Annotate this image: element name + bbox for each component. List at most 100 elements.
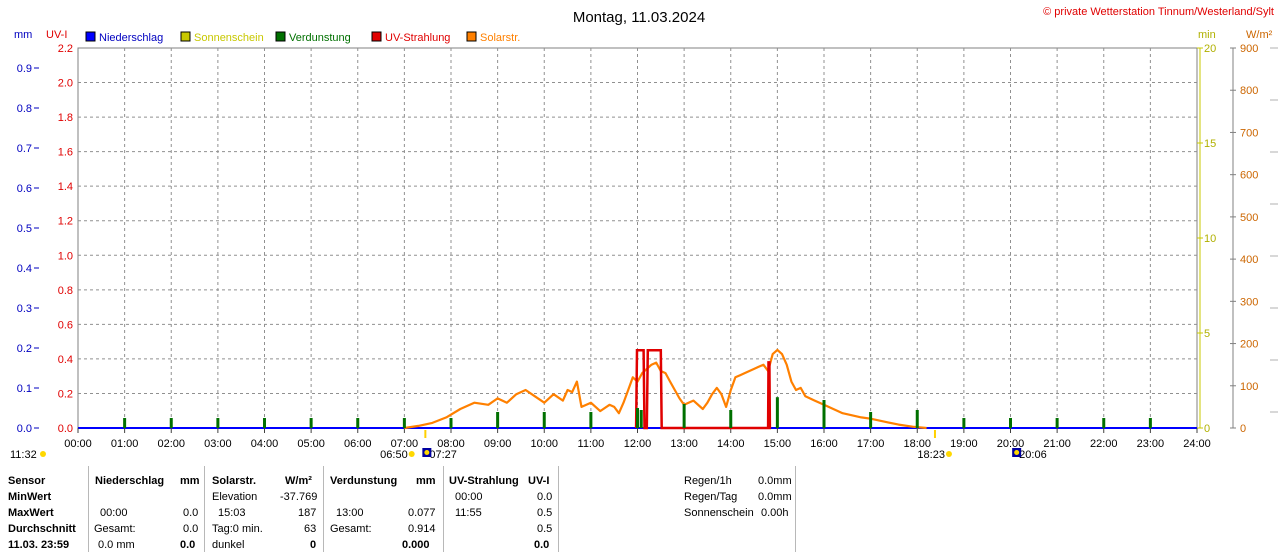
tick-wm2-8: 800 [1240, 85, 1258, 97]
legend-label-0: Niederschlag [99, 32, 163, 44]
evap-bar-8 [496, 412, 500, 428]
tick-x-11: 11:00 [578, 438, 605, 450]
evap-total-label: Gesamt: [330, 523, 372, 535]
rain-header: Niederschlag [95, 475, 165, 487]
tick-x-22: 22:00 [1090, 438, 1118, 450]
tick-mm-9: 0.9 [17, 63, 32, 75]
sun-icon-0 [40, 451, 46, 457]
legend-swatch-2 [275, 31, 286, 42]
evap-bar-11 [636, 408, 639, 428]
sunshine-label: Sonnenschein [684, 507, 754, 519]
uv-max-time: 11:55 [455, 507, 482, 519]
legend-swatch-4 [466, 31, 477, 42]
tick-min-3: 15 [1204, 138, 1216, 150]
tick-x-10: 10:00 [530, 438, 558, 450]
unit-uvi: UV-I [46, 29, 67, 41]
marker-label-1: 06:50 [380, 449, 408, 461]
tick-uvi-9: 1.8 [58, 112, 73, 124]
tick-min-4: 20 [1204, 43, 1216, 55]
tick-uvi-5: 1.0 [58, 250, 73, 262]
chart-legend: Niederschlag Sonnenschein Verdunstung UV-St… [85, 31, 520, 44]
solar-line [404, 348, 927, 430]
evap-total-val: 0.914 [408, 523, 436, 535]
legend-swatch-1 [180, 31, 191, 42]
legend-label-3: UV-Strahlung [385, 32, 450, 44]
evap-unit: mm [416, 475, 436, 487]
marker-label-3: 18:23 [917, 449, 945, 461]
rain-unit: mm [180, 475, 200, 487]
tick-x-3: 03:00 [204, 438, 232, 450]
legend-label-1: Sonnenschein [194, 32, 264, 44]
tick-uvi-1: 0.2 [58, 388, 73, 400]
rain-max-time: 00:00 [100, 507, 128, 519]
tick-x-0: 00:00 [64, 438, 92, 450]
raintag-label: Regen/Tag [684, 491, 738, 503]
tick-min-2: 10 [1204, 233, 1216, 245]
tick-x-24: 24:00 [1183, 438, 1211, 450]
tick-x-8: 08:00 [437, 438, 465, 450]
tick-wm2-5: 500 [1240, 212, 1258, 224]
rain-max-val: 0.0 [183, 507, 199, 519]
evap-bar-22 [1102, 418, 1106, 428]
solar-unit: W/m² [285, 475, 312, 487]
tick-mm-0: 0.0 [17, 423, 32, 435]
marker-label-0: 11:32 [10, 449, 37, 461]
sunshine-val: 0.00h [761, 507, 789, 519]
tick-x-15: 15:00 [764, 438, 792, 450]
tick-x-18: 18:00 [903, 438, 931, 450]
solar-elev-label: Elevation [212, 491, 258, 503]
uv-min-time: 00:00 [455, 491, 483, 503]
sun-icon-1 [408, 451, 415, 457]
tick-x-20: 20:00 [997, 438, 1025, 450]
unit-min: min [1198, 29, 1216, 41]
moon-glyph-2 [424, 450, 430, 455]
tick-wm2-9: 900 [1240, 43, 1258, 55]
marker-label-4: 20:06 [1019, 449, 1047, 461]
evap-bar-5 [356, 418, 360, 428]
tick-wm2-6: 600 [1240, 170, 1258, 182]
tick-wm2-4: 400 [1240, 254, 1258, 266]
tick-x-19: 19:00 [950, 438, 978, 450]
legend-label-4: Solarstr. [480, 32, 520, 44]
tick-mm-2: 0.2 [17, 343, 32, 355]
tick-uvi-2: 0.4 [58, 354, 73, 366]
evap-max-time: 13:00 [336, 507, 364, 519]
uv-avg-val: 0.5 [537, 523, 553, 535]
evap-bar-15 [775, 397, 779, 428]
solar-dark-label: dunkel [212, 539, 245, 551]
rain1h-val: 0.0mm [758, 475, 792, 487]
tick-mm-7: 0.7 [17, 143, 32, 155]
solar-dark-val: 0 [310, 539, 317, 551]
tick-uvi-7: 1.4 [58, 181, 73, 193]
evap-bar-10 [589, 412, 593, 428]
uv-header: UV-Strahlung [449, 475, 519, 487]
evap-bar-12 [639, 410, 643, 428]
marker-label-2: 07:27 [429, 449, 457, 461]
solar-tag-val: 63 [304, 523, 317, 535]
moon-glyph-4 [1014, 450, 1020, 455]
evap-max-val: 0.077 [408, 507, 436, 519]
label-date: 11.03. 23:59 [8, 539, 70, 551]
evap-last-val: 0.000 [402, 539, 430, 551]
label-minwert: MinWert [8, 491, 52, 503]
unit-mm: mm [14, 29, 32, 41]
evap-bar-16 [822, 400, 826, 428]
tick-uvi-8: 1.6 [58, 147, 73, 159]
tick-uvi-10: 2.0 [58, 78, 73, 90]
label-sensor: Sensor [8, 475, 46, 487]
evap-header: Verdunstung [330, 475, 398, 487]
tick-uvi-0: 0.0 [58, 423, 73, 435]
tick-wm2-2: 200 [1240, 339, 1258, 351]
rain-last-2: 0.0 [180, 539, 196, 551]
sun-markers: 11:32 06:50 07:27 18:23 20:06 [10, 430, 1047, 461]
rain-last-1: 0.0 mm [98, 539, 135, 551]
evap-bar-20 [1009, 418, 1012, 428]
evap-bar-17 [869, 412, 873, 428]
evap-bar-6 [402, 418, 406, 428]
tick-x-16: 16:00 [810, 438, 838, 450]
evap-bar-14 [729, 410, 733, 428]
tick-x-21: 21:00 [1043, 438, 1071, 450]
evap-bar-23 [1148, 418, 1152, 428]
tick-x-9: 09:00 [484, 438, 512, 450]
station-credit: © private Wetterstation Tinnum/Westerlan… [1043, 6, 1274, 18]
